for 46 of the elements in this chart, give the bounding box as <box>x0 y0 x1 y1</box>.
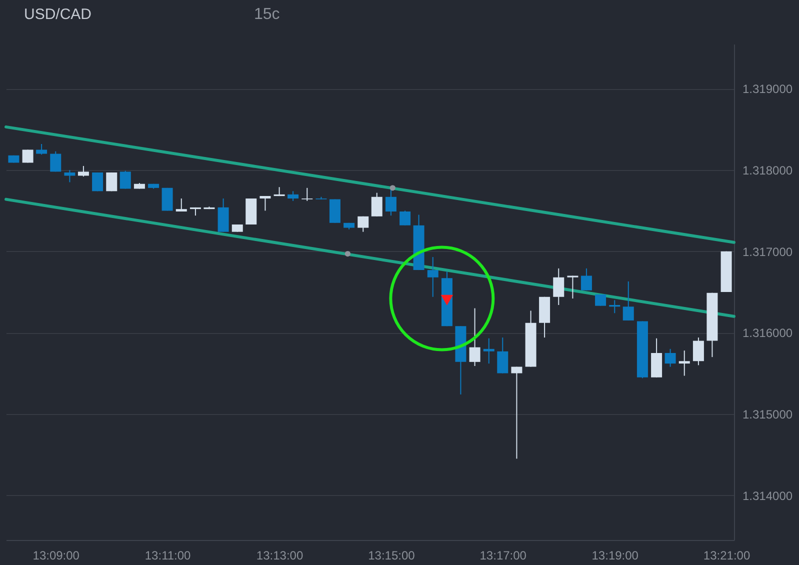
candlestick <box>497 337 508 374</box>
candlestick <box>288 190 299 202</box>
x-tick-label: 13:13:00 <box>256 548 304 562</box>
candlestick <box>64 170 76 183</box>
candlestick <box>678 350 690 376</box>
x-tick-label: 13:17:00 <box>480 548 527 562</box>
x-tick-label: 13:19:00 <box>592 548 639 562</box>
candlestick <box>692 337 704 366</box>
candlestick <box>36 144 48 156</box>
y-tick-label: 1.315000 <box>742 407 793 422</box>
candlestick <box>469 308 480 366</box>
candlestick <box>580 268 592 291</box>
point <box>440 294 454 306</box>
candlestick <box>385 188 396 216</box>
x-tick-label: 13:09:00 <box>32 548 80 562</box>
y-tick-label: 1.317000 <box>742 244 793 259</box>
candlestick <box>609 300 620 314</box>
point <box>344 250 351 257</box>
y-tick-label: 1.318000 <box>742 164 793 178</box>
chart-subtitle: 15c <box>254 6 280 23</box>
y-tick-label: 1.319000 <box>742 82 793 96</box>
candlestick <box>260 196 271 212</box>
y-tick-label: 1.314000 <box>742 488 793 503</box>
candlestick <box>358 216 369 232</box>
candlestick <box>22 149 34 164</box>
x-tick-label: 13:11:00 <box>144 548 192 562</box>
candlestick <box>400 210 411 226</box>
y-tick-label: 1.316000 <box>742 326 793 340</box>
candlestick <box>371 192 382 217</box>
candlestick <box>78 165 89 178</box>
candlestick <box>622 280 634 321</box>
candlestick <box>302 187 313 202</box>
point <box>390 185 396 191</box>
candlestick <box>329 198 340 224</box>
candlestick <box>427 256 438 298</box>
x-tick-label: 13:15:00 <box>368 548 416 562</box>
candlestick <box>664 348 676 368</box>
candlestick <box>483 338 494 364</box>
x-tick-label: 13:21:00 <box>703 548 750 562</box>
candlestick <box>50 150 62 172</box>
candlestick <box>567 275 578 300</box>
chart-title: USD/CAD <box>24 6 92 23</box>
candlestick <box>553 268 564 306</box>
candlestick <box>120 170 131 190</box>
candlestick <box>511 366 522 460</box>
candlestick <box>176 198 187 212</box>
